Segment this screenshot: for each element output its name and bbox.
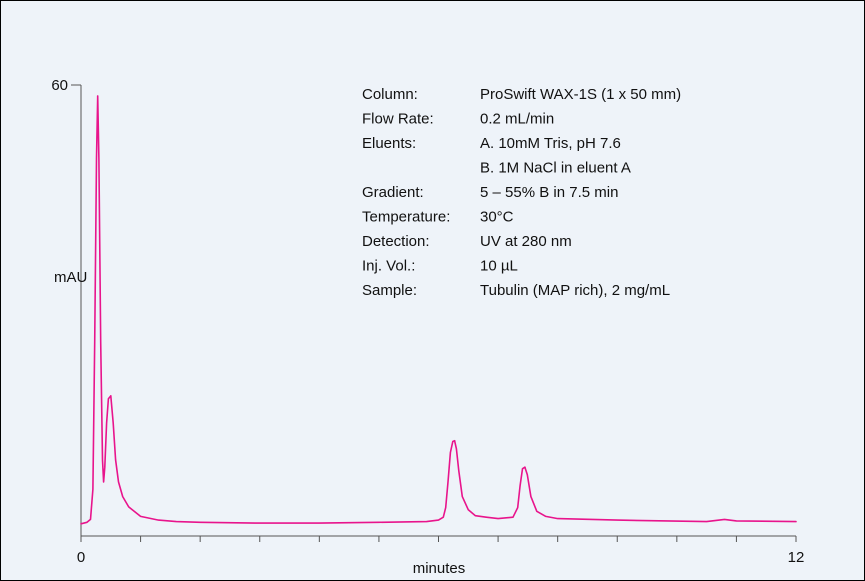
condition-value: Tubulin (MAP rich), 2 mg/mL xyxy=(480,282,670,299)
condition-label: Temperature: xyxy=(362,209,450,226)
peak-point xyxy=(453,439,456,442)
condition-label: Sample: xyxy=(362,282,417,299)
y-tick-label: 60 xyxy=(51,77,68,94)
series-line xyxy=(80,95,797,525)
ticks xyxy=(71,84,797,542)
condition-label: Gradient: xyxy=(362,184,424,201)
condition-label: Inj. Vol.: xyxy=(362,258,415,275)
x-tick-label: 12 xyxy=(788,549,805,566)
condition-value: B. 1M NaCl in eluent A xyxy=(480,160,631,177)
condition-value: UV at 280 nm xyxy=(480,233,572,250)
traces xyxy=(80,95,797,525)
condition-label: Detection: xyxy=(362,233,430,250)
peak-markers xyxy=(96,95,526,469)
x-tick-label: 0 xyxy=(77,549,85,566)
peak-point xyxy=(96,95,99,97)
condition-value: 10 µL xyxy=(480,258,518,275)
condition-label: Flow Rate: xyxy=(362,111,434,128)
axes xyxy=(80,85,796,537)
peak-point xyxy=(524,466,526,469)
tick-labels: 60 0 12 xyxy=(51,77,804,566)
condition-label: Eluents: xyxy=(362,135,416,152)
condition-value: 5 – 55% B in 7.5 min xyxy=(480,184,618,201)
condition-value: A. 10mM Tris, pH 7.6 xyxy=(480,135,621,152)
condition-value: 30°C xyxy=(480,209,514,226)
condition-label: Column: xyxy=(362,86,418,103)
x-axis-label: minutes xyxy=(413,560,466,577)
peak-point xyxy=(109,395,112,397)
conditions-table: Column: ProSwift WAX-1S (1 x 50 mm) Flow R… xyxy=(362,86,681,299)
condition-value: ProSwift WAX-1S (1 x 50 mm) xyxy=(480,86,681,103)
y-axis-label: mAU xyxy=(54,269,87,286)
condition-value: 0.2 mL/min xyxy=(480,111,554,128)
